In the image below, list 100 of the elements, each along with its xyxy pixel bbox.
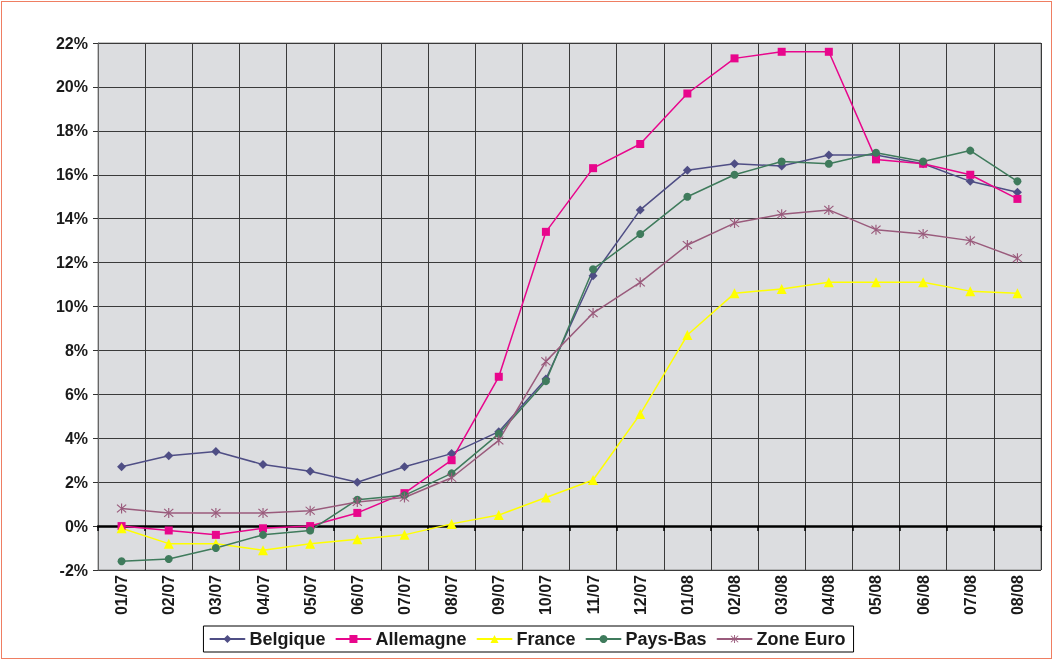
point — [683, 89, 692, 98]
point — [729, 288, 740, 299]
x-tick-label: 09/07 — [490, 574, 508, 616]
point — [164, 555, 173, 564]
point — [683, 192, 692, 201]
point — [258, 507, 269, 518]
point — [447, 456, 456, 465]
y-tick-label: 12% — [55, 254, 88, 272]
point — [588, 474, 599, 485]
point — [305, 538, 316, 549]
point — [777, 157, 786, 166]
point — [399, 529, 410, 540]
point — [636, 230, 645, 239]
y-tick-label: 18% — [55, 122, 88, 140]
point — [635, 205, 645, 215]
point — [211, 530, 220, 539]
x-tick-label: 07/07 — [395, 574, 413, 616]
x-tick-label: 10/07 — [537, 574, 555, 616]
point — [259, 524, 268, 533]
point — [117, 557, 126, 566]
point — [966, 170, 975, 179]
point — [164, 451, 174, 461]
point — [352, 477, 362, 487]
point — [682, 165, 692, 175]
point — [824, 47, 833, 56]
point — [353, 508, 362, 517]
y-tick-label: 0% — [64, 517, 88, 535]
point — [636, 140, 645, 149]
x-tick-label: 07/08 — [961, 574, 979, 616]
x-tick-label: 02/07 — [160, 574, 178, 616]
point — [258, 460, 268, 470]
legend-label: Zone Euro — [756, 629, 846, 649]
x-tick-label: 05/08 — [867, 574, 885, 616]
point — [305, 466, 315, 476]
point — [589, 164, 598, 173]
point — [635, 277, 646, 288]
x-tick-label: 08/08 — [1008, 574, 1026, 616]
y-tick-label: 2% — [64, 473, 88, 491]
point — [541, 227, 550, 236]
point — [918, 277, 929, 288]
x-tick-label: 04/08 — [820, 574, 838, 616]
point — [540, 492, 551, 503]
point — [824, 159, 833, 168]
point — [635, 409, 646, 420]
x-tick-label: 06/07 — [348, 574, 366, 616]
point — [399, 462, 409, 472]
point — [494, 372, 503, 381]
point — [116, 503, 127, 514]
point — [730, 54, 739, 63]
point — [210, 507, 221, 518]
x-tick-label: 11/07 — [584, 574, 602, 615]
point — [870, 224, 881, 235]
point — [824, 150, 834, 160]
y-tick-label: 8% — [64, 341, 88, 359]
point — [966, 146, 975, 155]
x-tick-label: 03/07 — [207, 574, 225, 616]
point — [163, 538, 174, 549]
point — [965, 286, 976, 297]
y-tick-label: 16% — [55, 166, 88, 184]
point — [730, 159, 740, 169]
x-tick-label: 03/08 — [773, 574, 791, 616]
point — [823, 277, 834, 288]
y-tick-label: 6% — [64, 385, 88, 403]
x-tick-label: 08/07 — [443, 574, 461, 616]
point — [1013, 194, 1022, 203]
x-tick-label: 04/07 — [254, 574, 272, 616]
point — [730, 170, 739, 179]
point — [776, 283, 787, 294]
point — [259, 530, 268, 539]
x-tick-label: 06/08 — [914, 574, 932, 616]
point — [164, 526, 173, 535]
x-tick-label: 02/08 — [726, 574, 744, 616]
point — [352, 534, 363, 545]
point — [211, 446, 221, 456]
point — [117, 462, 127, 472]
y-tick-label: 4% — [64, 429, 88, 447]
point — [306, 526, 315, 535]
point — [493, 510, 504, 521]
point — [682, 330, 693, 341]
point — [1012, 288, 1023, 299]
y-tick-label: 10% — [55, 298, 88, 315]
point — [589, 265, 598, 274]
point — [446, 518, 457, 529]
point — [211, 544, 220, 553]
point — [1013, 177, 1022, 186]
legend-label: Allemagne — [375, 629, 467, 649]
y-tick-label: -2% — [59, 561, 88, 579]
point — [540, 356, 551, 367]
y-tick-label: 20% — [55, 78, 88, 96]
y-tick-label: 22% — [55, 34, 88, 52]
x-tick-label: 05/07 — [301, 574, 319, 616]
point — [823, 204, 834, 215]
legend-label: Belgique — [249, 629, 326, 649]
point — [870, 277, 881, 288]
x-tick-label: 01/08 — [678, 574, 696, 616]
y-tick-label: 14% — [55, 210, 88, 228]
point — [777, 47, 786, 56]
point — [588, 308, 599, 319]
x-tick-label: 12/07 — [631, 574, 649, 616]
point — [258, 545, 269, 556]
